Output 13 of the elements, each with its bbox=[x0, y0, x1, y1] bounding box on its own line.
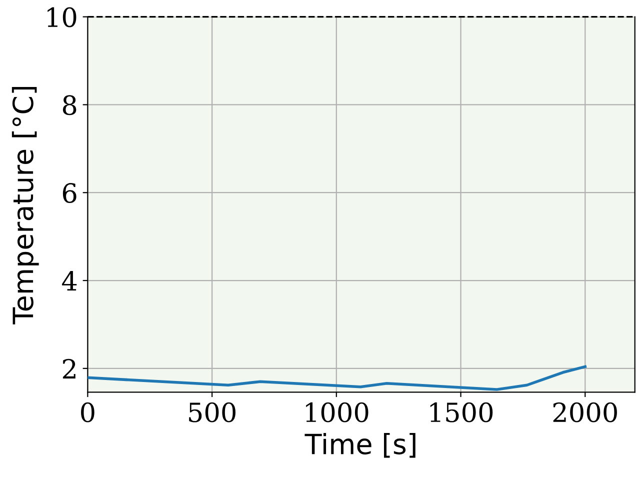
x-tick-label: 1500 bbox=[430, 402, 493, 422]
y-axis-title: Temperature [°C] bbox=[12, 87, 39, 324]
y-tick-label: 4 bbox=[62, 270, 77, 291]
line-series bbox=[88, 365, 587, 391]
x-tick-label: 2000 bbox=[553, 402, 617, 422]
y-tick-label: 10 bbox=[48, 7, 76, 28]
x-tick-label: 1000 bbox=[306, 402, 368, 422]
y-tick-label: 8 bbox=[62, 95, 76, 116]
y-tick-label: 6 bbox=[62, 183, 76, 204]
x-tick-label: 500 bbox=[189, 402, 236, 422]
y-tick-label: 2 bbox=[62, 358, 76, 378]
x-axis-title: Time [s] bbox=[304, 432, 416, 458]
x-tick-label: 0 bbox=[81, 402, 94, 422]
